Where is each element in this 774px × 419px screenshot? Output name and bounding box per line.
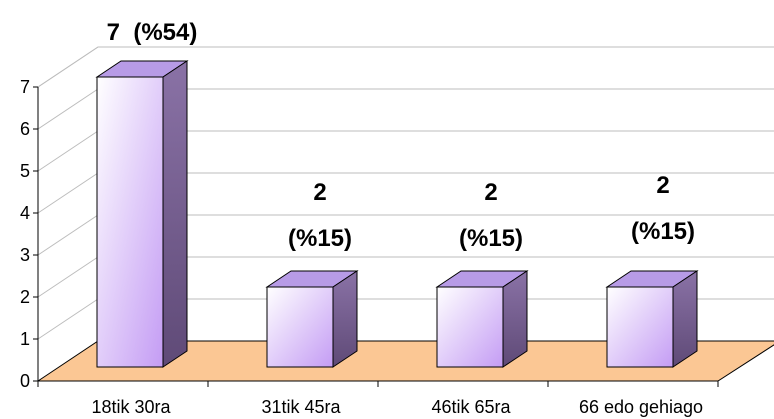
bar-side: [502, 270, 528, 368]
data-label: 2 (%15): [288, 179, 352, 252]
data-label-value: 2: [656, 172, 669, 199]
side-wall-edge: [37, 46, 99, 381]
bar: [95, 60, 189, 368]
bar-side: [332, 270, 358, 368]
bar: [265, 270, 359, 368]
data-label-percent: (%15): [288, 225, 352, 252]
y-tick-label: 7: [20, 77, 30, 97]
gridline: [37, 46, 774, 88]
data-label-percent: (%15): [459, 225, 523, 252]
axes: [33, 86, 719, 387]
bar-front: [96, 76, 164, 368]
y-tick-label: 0: [20, 371, 30, 391]
data-label-value: 2: [484, 179, 497, 206]
y-axis-ticks: 0 1 2 3 4 5 6 7: [20, 77, 30, 391]
bar-front: [606, 286, 674, 368]
x-category-label: 46tik 65ra: [431, 397, 511, 417]
y-tick-label: 2: [20, 287, 30, 307]
data-label-percent: (%15): [631, 218, 695, 245]
y-tick-label: 3: [20, 245, 30, 265]
y-tick-label: 4: [20, 203, 30, 223]
bar-front: [436, 286, 504, 368]
y-tick-label: 1: [20, 329, 30, 349]
y-tick-label: 5: [20, 161, 30, 181]
bar: [435, 270, 529, 368]
bars: [95, 60, 699, 368]
x-axis-categories: 18tik 30ra 31tik 45ra 46tik 65ra 66 edo geh…: [91, 397, 703, 417]
bar-side: [672, 270, 698, 368]
data-label: 2 (%15): [631, 172, 695, 245]
y-tick-label: 6: [20, 119, 30, 139]
data-label: 7 (%54): [107, 19, 198, 46]
x-category-label: 31tik 45ra: [261, 397, 341, 417]
data-label: 2 (%15): [459, 179, 523, 252]
bar: [605, 270, 699, 368]
x-category-label: 18tik 30ra: [91, 397, 171, 417]
x-category-label: 66 edo gehiago: [579, 397, 703, 417]
bar-side: [162, 60, 188, 368]
data-labels: 7 (%54) 2 (%15) 2 (%15) 2 (%15): [107, 19, 695, 252]
bar-front: [266, 286, 334, 368]
data-label-value: 2: [313, 179, 326, 206]
